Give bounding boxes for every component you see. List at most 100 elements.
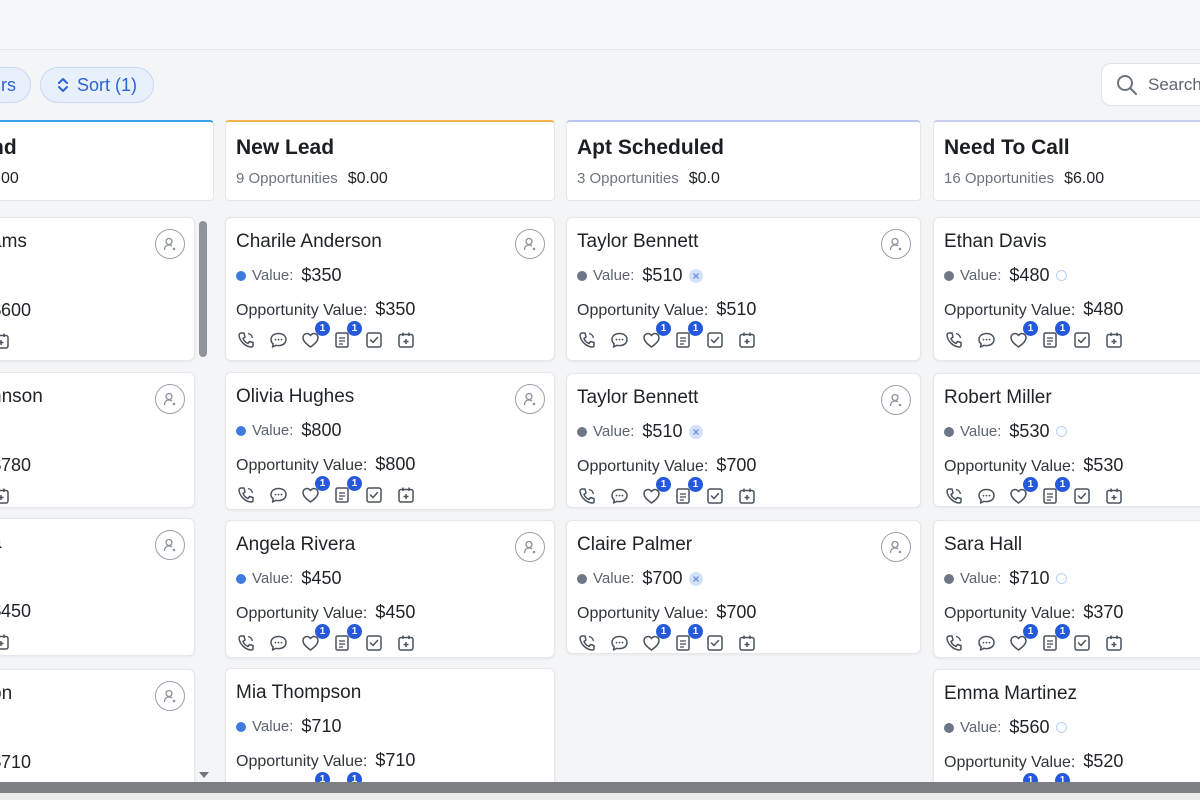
chat-icon[interactable] bbox=[268, 633, 288, 653]
task-check-icon[interactable] bbox=[705, 486, 725, 506]
opportunity-card[interactable]: Sara Hall Value: $710 Opportunity Value: $37… bbox=[933, 520, 1200, 658]
chat-icon[interactable] bbox=[609, 486, 629, 506]
contact-name[interactable]: Claire Palmer bbox=[577, 534, 693, 555]
heart-icon[interactable]: 1 bbox=[641, 477, 671, 506]
assign-user-button[interactable] bbox=[155, 681, 185, 711]
task-check-icon[interactable] bbox=[705, 633, 725, 653]
calendar-add-icon[interactable] bbox=[1104, 633, 1124, 653]
heart-icon[interactable]: 1 bbox=[641, 624, 671, 653]
heart-icon[interactable]: 1 bbox=[1008, 477, 1038, 506]
column-header[interactable]: Need To Call 16 Opportunities $6.00 bbox=[933, 120, 1200, 201]
note-icon[interactable]: 1 bbox=[1040, 624, 1070, 653]
phone-icon[interactable] bbox=[944, 633, 964, 653]
opportunity-card[interactable]: nnson $780 bbox=[0, 372, 195, 508]
opportunity-card[interactable]: Mia Thompson Value: $710 Opportunity Value:… bbox=[225, 668, 555, 799]
calendar-add-icon[interactable] bbox=[1104, 486, 1124, 506]
note-icon[interactable]: 1 bbox=[332, 476, 362, 505]
calendar-add-icon[interactable] bbox=[737, 330, 757, 350]
calendar-add-icon[interactable] bbox=[0, 486, 11, 506]
contact-name[interactable]: a bbox=[0, 532, 184, 554]
assign-user-button[interactable] bbox=[881, 385, 911, 415]
contact-name[interactable]: Taylor Bennett bbox=[577, 231, 699, 252]
assign-user-button[interactable] bbox=[155, 384, 185, 414]
contact-name[interactable]: Mia Thompson bbox=[236, 682, 362, 703]
note-icon[interactable]: 1 bbox=[332, 624, 362, 653]
calendar-add-icon[interactable] bbox=[737, 633, 757, 653]
assign-user-button[interactable] bbox=[515, 229, 545, 259]
note-icon[interactable]: 1 bbox=[673, 321, 703, 350]
filters-button[interactable]: rs bbox=[0, 67, 31, 103]
opportunity-card[interactable]: Taylor Bennett Value: $510 Opportunity Valu… bbox=[566, 217, 921, 361]
opportunity-card[interactable]: Claire Palmer Value: $700 Opportunity Value… bbox=[566, 520, 921, 654]
contact-name[interactable]: Angela Rivera bbox=[236, 534, 356, 555]
contact-name[interactable]: Ethan Davis bbox=[944, 231, 1047, 252]
calendar-add-icon[interactable] bbox=[396, 633, 416, 653]
note-icon[interactable]: 1 bbox=[1040, 321, 1070, 350]
task-check-icon[interactable] bbox=[364, 633, 384, 653]
sort-button[interactable]: Sort (1) bbox=[40, 67, 155, 103]
contact-name[interactable]: Emma Martinez bbox=[944, 683, 1078, 704]
task-check-icon[interactable] bbox=[1072, 486, 1092, 506]
opportunity-card[interactable]: ams $600 bbox=[0, 217, 195, 361]
calendar-add-icon[interactable] bbox=[737, 486, 757, 506]
assign-user-button[interactable] bbox=[515, 384, 545, 414]
chat-icon[interactable] bbox=[976, 633, 996, 653]
column-header[interactable]: New Lead 9 Opportunities $0.00 bbox=[225, 120, 555, 201]
chat-icon[interactable] bbox=[609, 330, 629, 350]
contact-name[interactable]: Robert Miller bbox=[944, 387, 1052, 408]
column-scrollbar[interactable] bbox=[199, 221, 207, 357]
calendar-add-icon[interactable] bbox=[396, 485, 416, 505]
task-check-icon[interactable] bbox=[1072, 633, 1092, 653]
assign-user-button[interactable] bbox=[515, 532, 545, 562]
task-check-icon[interactable] bbox=[1072, 330, 1092, 350]
calendar-add-icon[interactable] bbox=[0, 632, 11, 652]
opportunity-card[interactable]: a $450 bbox=[0, 518, 195, 656]
note-icon[interactable]: 1 bbox=[1040, 477, 1070, 506]
contact-name[interactable]: ams bbox=[0, 231, 27, 252]
opportunity-card[interactable]: Taylor Bennett Value: $510 Opportunity Valu… bbox=[566, 373, 921, 508]
note-icon[interactable]: 1 bbox=[673, 477, 703, 506]
phone-icon[interactable] bbox=[577, 486, 597, 506]
contact-name[interactable]: Taylor Bennett bbox=[577, 387, 699, 408]
phone-icon[interactable] bbox=[577, 633, 597, 653]
chat-icon[interactable] bbox=[976, 330, 996, 350]
search-input[interactable]: Search bbox=[1101, 63, 1200, 106]
assign-user-button[interactable] bbox=[881, 532, 911, 562]
heart-icon[interactable]: 1 bbox=[300, 624, 330, 653]
assign-user-button[interactable] bbox=[881, 229, 911, 259]
chat-icon[interactable] bbox=[976, 486, 996, 506]
contact-name[interactable]: Olivia Hughes bbox=[236, 386, 355, 407]
column-header[interactable]: Apt Scheduled 3 Opportunities $0.0 bbox=[566, 120, 921, 201]
task-check-icon[interactable] bbox=[705, 330, 725, 350]
column-header[interactable]: nd 00 bbox=[0, 120, 214, 201]
task-check-icon[interactable] bbox=[364, 485, 384, 505]
phone-icon[interactable] bbox=[944, 330, 964, 350]
remove-tag-icon[interactable] bbox=[689, 424, 704, 439]
opportunity-card[interactable]: Angela Rivera Value: $450 Opportunity Value… bbox=[225, 520, 555, 658]
contact-name[interactable]: nnson bbox=[0, 386, 43, 407]
phone-icon[interactable] bbox=[236, 330, 256, 350]
assign-user-button[interactable] bbox=[155, 229, 185, 259]
phone-icon[interactable] bbox=[236, 485, 256, 505]
chat-icon[interactable] bbox=[268, 330, 288, 350]
opportunity-card[interactable]: Charile Anderson Value: $350 Opportunity Va… bbox=[225, 217, 555, 361]
assign-user-button[interactable] bbox=[155, 530, 185, 560]
phone-icon[interactable] bbox=[577, 330, 597, 350]
calendar-add-icon[interactable] bbox=[1104, 330, 1124, 350]
contact-name[interactable]: on bbox=[0, 683, 13, 704]
opportunity-card[interactable]: Robert Miller Value: $530 Opportunity Value… bbox=[933, 373, 1200, 507]
note-icon[interactable]: 1 bbox=[673, 624, 703, 653]
remove-tag-icon[interactable] bbox=[689, 571, 704, 586]
phone-icon[interactable] bbox=[236, 633, 256, 653]
chat-icon[interactable] bbox=[268, 485, 288, 505]
heart-icon[interactable]: 1 bbox=[1008, 624, 1038, 653]
task-check-icon[interactable] bbox=[364, 330, 384, 350]
opportunity-card[interactable]: on $710 bbox=[0, 669, 195, 800]
board-horizontal-scrollbar[interactable] bbox=[0, 782, 1200, 793]
contact-name[interactable]: Charile Anderson bbox=[236, 231, 382, 252]
calendar-add-icon[interactable] bbox=[0, 331, 11, 351]
calendar-add-icon[interactable] bbox=[396, 330, 416, 350]
heart-icon[interactable]: 1 bbox=[300, 321, 330, 350]
remove-tag-icon[interactable] bbox=[689, 268, 704, 283]
heart-icon[interactable]: 1 bbox=[1008, 321, 1038, 350]
